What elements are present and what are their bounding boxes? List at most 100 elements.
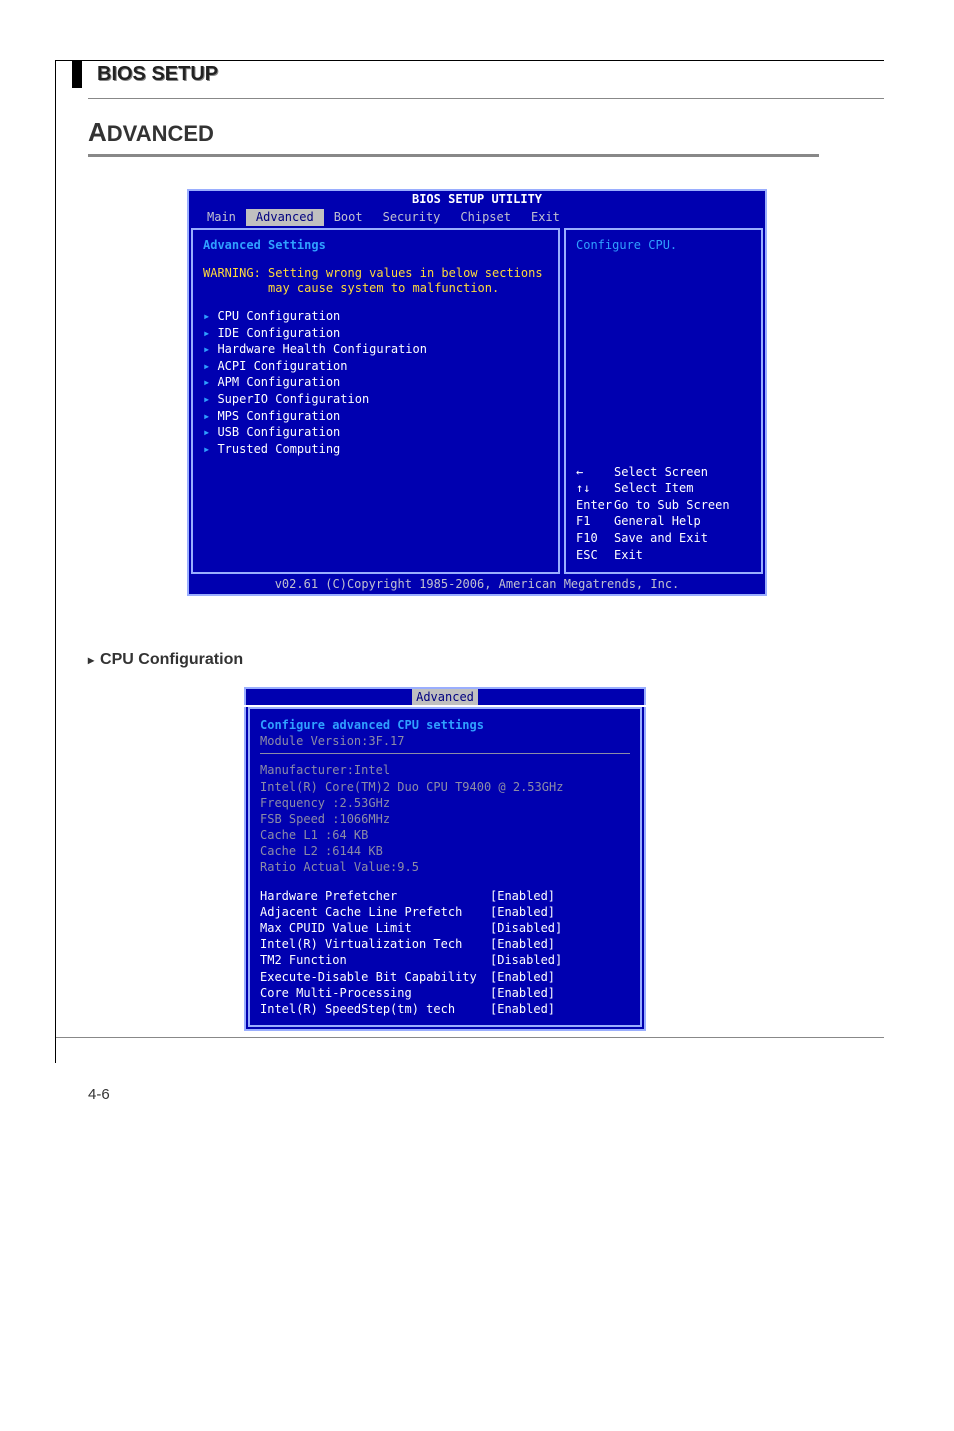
bios-nav-row: ESCExit [576, 548, 751, 564]
nav-key: ESC [576, 548, 614, 564]
cpu-settings-list: Hardware Prefetcher[Enabled]Adjacent Cac… [260, 888, 630, 1018]
bios-menu-item[interactable]: ▸ ACPI Configuration [203, 359, 548, 375]
bios-nav-row: ↑↓Select Item [576, 481, 751, 497]
bios-tab-bar: MainAdvancedBootSecurityChipsetExit [187, 209, 767, 227]
cpu-config-heading-text: CPU Configuration [100, 651, 243, 668]
arrow-icon: ▸ [203, 392, 210, 406]
bios-body: Advanced Settings WARNING: Setting wrong… [187, 226, 767, 576]
bios-menu-item[interactable]: ▸ MPS Configuration [203, 409, 548, 425]
cpu-setting-value: [Disabled] [490, 953, 562, 967]
cpu-setting-value: [Disabled] [490, 921, 562, 935]
nav-desc: Go to Sub Screen [614, 498, 730, 512]
bios-warning-label: WARNING: [203, 266, 261, 280]
cpu-setting-value: [Enabled] [490, 1002, 555, 1016]
bios-title-bar: BIOS SETUP UTILITY [187, 189, 767, 209]
cpu-ratio: Ratio Actual Value:9.5 [260, 859, 630, 875]
cpu-manufacturer: Manufacturer:Intel [260, 762, 630, 778]
cpu-setting-label: Execute-Disable Bit Capability [260, 969, 490, 985]
cpu-setting-label: Core Multi-Processing [260, 985, 490, 1001]
cpu-setting-label: Hardware Prefetcher [260, 888, 490, 904]
top-rule [55, 60, 884, 61]
cpu-tab-advanced[interactable]: Advanced [412, 689, 478, 705]
cpu-model: Intel(R) Core(TM)2 Duo CPU T9400 @ 2.53G… [260, 779, 630, 795]
cpu-cache-l1: Cache L1 :64 KB [260, 827, 630, 843]
bios-help-text: Configure CPU. [576, 238, 751, 254]
bios-tab-main[interactable]: Main [197, 209, 246, 227]
page-number: 4-6 [88, 1086, 954, 1103]
bios-nav-row: F10Save and Exit [576, 531, 751, 547]
cpu-setting-label: Intel(R) Virtualization Tech [260, 936, 490, 952]
cpu-setting-label: Max CPUID Value Limit [260, 920, 490, 936]
bios-tab-advanced[interactable]: Advanced [246, 209, 324, 227]
nav-key: ↑↓ [576, 481, 614, 497]
cpu-setting-row[interactable]: Core Multi-Processing[Enabled] [260, 985, 630, 1001]
page-header-title: BIOS SETUP [97, 63, 218, 86]
bios-menu-item[interactable]: ▸ USB Configuration [203, 425, 548, 441]
bios-right-panel: Configure CPU. ←Select Screen↑↓Select It… [564, 228, 763, 574]
bios-menu-item[interactable]: ▸ IDE Configuration [203, 326, 548, 342]
page-header: BIOS SETUP [0, 60, 954, 88]
nav-key: F1 [576, 514, 614, 530]
header-rule [88, 98, 884, 99]
bottom-rule [55, 1037, 884, 1038]
bios-tab-exit[interactable]: Exit [521, 209, 570, 227]
arrow-icon: ▸ [203, 442, 210, 456]
spacer [260, 876, 630, 888]
bios-warning-line2: may cause system to malfunction. [268, 281, 499, 295]
nav-desc: General Help [614, 514, 701, 528]
cpu-module-version: Module Version:3F.17 [260, 733, 630, 749]
triangle-icon: ▸ [88, 653, 94, 667]
arrow-icon: ▸ [203, 409, 210, 423]
arrow-icon: ▸ [203, 425, 210, 439]
cpu-setting-value: [Enabled] [490, 937, 555, 951]
bios-tab-boot[interactable]: Boot [324, 209, 373, 227]
bios-footer: v02.61 (C)Copyright 1985-2006, American … [187, 576, 767, 596]
cpu-tab-bar: Advanced [244, 687, 646, 705]
cpu-inner-panel: Configure advanced CPU settings Module V… [248, 707, 642, 1027]
cpu-body: Configure advanced CPU settings Module V… [244, 707, 646, 1031]
bios-menu-item[interactable]: ▸ Trusted Computing [203, 442, 548, 458]
cpu-setting-row[interactable]: Intel(R) Virtualization Tech[Enabled] [260, 936, 630, 952]
cpu-setting-value: [Enabled] [490, 905, 555, 919]
bios-menu-list: ▸ CPU Configuration▸ IDE Configuration▸ … [203, 309, 548, 457]
bios-nav-keys: ←Select Screen↑↓Select ItemEnterGo to Su… [576, 465, 751, 565]
cpu-setting-label: TM2 Function [260, 952, 490, 968]
bios-tab-chipset[interactable]: Chipset [450, 209, 521, 227]
bios-menu-item[interactable]: ▸ SuperIO Configuration [203, 392, 548, 408]
cpu-setting-row[interactable]: Intel(R) SpeedStep(tm) tech[Enabled] [260, 1001, 630, 1017]
nav-desc: Select Item [614, 481, 693, 495]
header-accent-bar [72, 60, 82, 88]
bios-menu-item[interactable]: ▸ Hardware Health Configuration [203, 342, 548, 358]
arrow-icon: ▸ [203, 359, 210, 373]
section-title-rest: DVANCED [107, 121, 214, 146]
section-rule [88, 154, 819, 157]
cpu-config-window: Advanced Configure advanced CPU settings… [244, 687, 646, 1031]
cpu-setting-row[interactable]: Adjacent Cache Line Prefetch[Enabled] [260, 904, 630, 920]
cpu-setting-label: Adjacent Cache Line Prefetch [260, 904, 490, 920]
cpu-setting-row[interactable]: Max CPUID Value Limit[Disabled] [260, 920, 630, 936]
arrow-icon: ▸ [203, 375, 210, 389]
cpu-fsb: FSB Speed :1066MHz [260, 811, 630, 827]
arrow-icon: ▸ [203, 326, 210, 340]
bios-left-panel: Advanced Settings WARNING: Setting wrong… [191, 228, 560, 574]
cpu-setting-row[interactable]: TM2 Function[Disabled] [260, 952, 630, 968]
cpu-panel-heading: Configure advanced CPU settings [260, 717, 630, 733]
cpu-setting-row[interactable]: Hardware Prefetcher[Enabled] [260, 888, 630, 904]
bios-setup-window: BIOS SETUP UTILITY MainAdvancedBootSecur… [187, 189, 767, 596]
nav-desc: Exit [614, 548, 643, 562]
nav-key: ← [576, 465, 614, 481]
bios-menu-item[interactable]: ▸ CPU Configuration [203, 309, 548, 325]
arrow-icon: ▸ [203, 309, 210, 323]
bios-tab-security[interactable]: Security [373, 209, 451, 227]
bios-menu-item[interactable]: ▸ APM Configuration [203, 375, 548, 391]
left-rule [55, 60, 56, 1063]
section-title: ADVANCED [88, 117, 954, 148]
arrow-icon: ▸ [203, 342, 210, 356]
bios-nav-row: EnterGo to Sub Screen [576, 498, 751, 514]
bios-warning: WARNING: Setting wrong values in below s… [203, 266, 548, 297]
nav-desc: Select Screen [614, 465, 708, 479]
bios-left-heading: Advanced Settings [203, 238, 548, 254]
nav-key: Enter [576, 498, 614, 514]
document-page: BIOS SETUP ADVANCED BIOS SETUP UTILITY M… [0, 0, 954, 1103]
cpu-setting-row[interactable]: Execute-Disable Bit Capability[Enabled] [260, 969, 630, 985]
